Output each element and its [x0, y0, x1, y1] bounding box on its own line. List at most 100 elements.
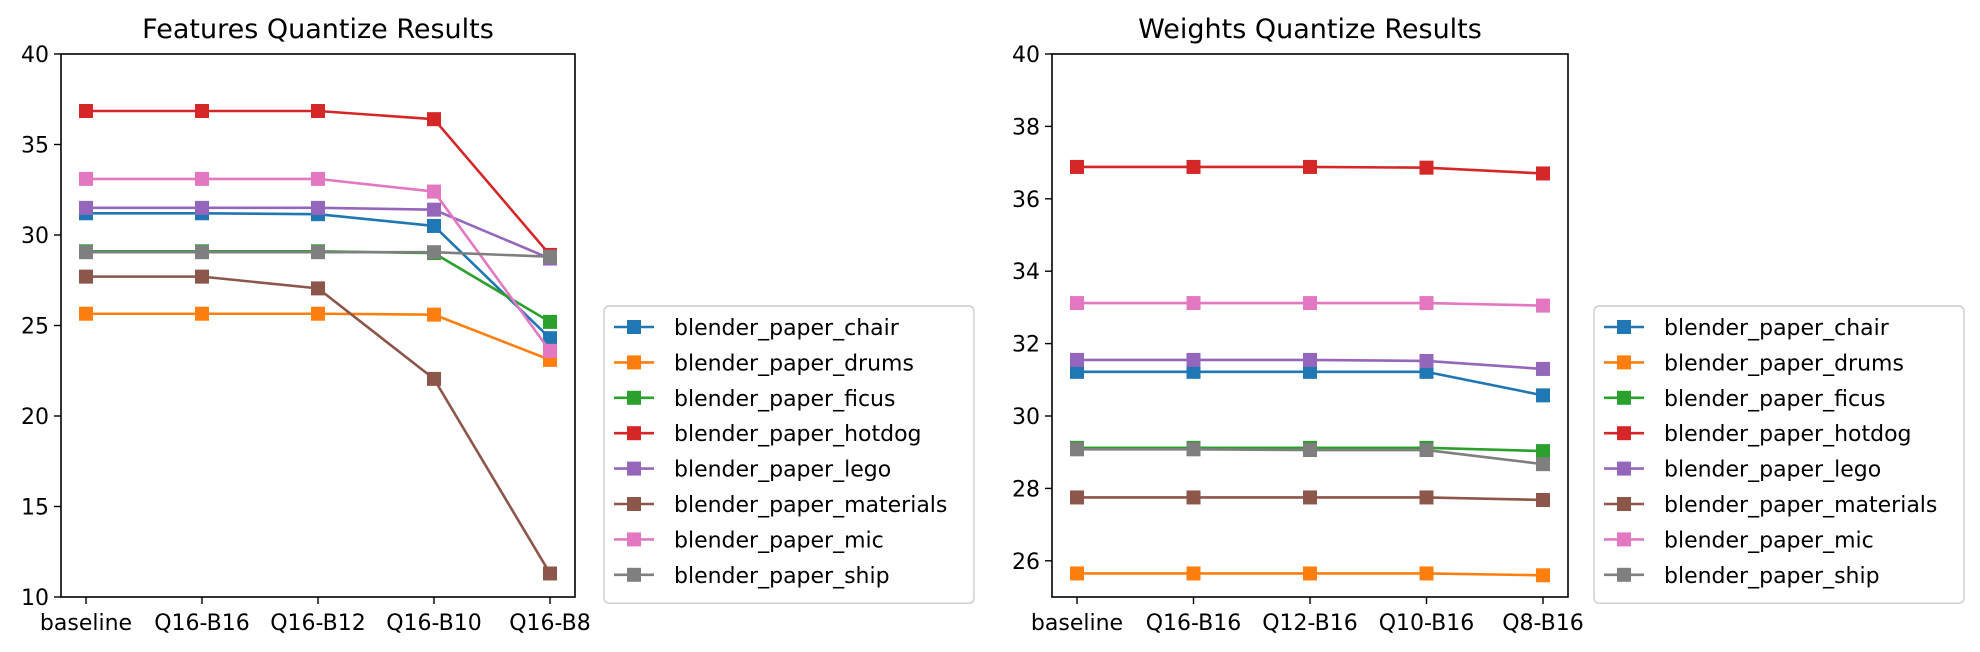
series-blender-paper-lego [1070, 352, 1550, 376]
data-point [1186, 159, 1201, 174]
data-point [543, 343, 557, 358]
series-blender-paper-drums [1070, 566, 1550, 583]
y-tick-label: 26 [1012, 550, 1040, 575]
chart-title: Features Quantize Results [142, 14, 494, 45]
data-point [427, 307, 441, 322]
legend-swatch-marker [627, 532, 641, 547]
series-blender-paper-materials [79, 269, 557, 581]
legend-swatch-marker [627, 497, 641, 511]
data-point [311, 200, 325, 215]
data-point [79, 306, 93, 321]
legend-swatch-marker [627, 390, 641, 405]
data-point [1419, 364, 1434, 379]
y-tick-label: 10 [21, 586, 49, 611]
chart-title: Weights Quantize Results [1138, 14, 1482, 45]
legend: blender_paper_chair blender_paper_drumsbl… [603, 305, 975, 604]
y-tick-label: 30 [1012, 405, 1040, 430]
legend-swatch-marker [627, 355, 641, 370]
data-point [79, 171, 93, 186]
y-tick-label: 20 [21, 405, 49, 430]
data-point [1303, 352, 1317, 367]
legend-swatch-marker [1617, 426, 1631, 441]
y-tick-label: 40 [1012, 43, 1040, 68]
legend-swatch-marker [1617, 355, 1631, 370]
legend-swatch-marker [1617, 567, 1631, 582]
data-point [311, 306, 325, 321]
legend-swatch-marker [627, 426, 641, 441]
y-tick-label: 35 [21, 134, 49, 159]
data-point [195, 306, 209, 321]
data-point [1419, 566, 1434, 581]
legend-label: blender_paper_materials [674, 493, 947, 518]
legend-item-blender-paper-drums: blender_paper_drums [1604, 351, 1904, 376]
x-tick-label: Q16-B10 [386, 611, 482, 636]
features-quantize-panel: Features Quantize Results 10 15 20 25 30 35 40 b… [21, 14, 975, 636]
plot-frame [1051, 53, 1569, 598]
legend-item-blender-paper-materials: blender_paper_materials [614, 493, 947, 518]
series-blender-paper-mic [1070, 296, 1550, 313]
legend-item-blender-paper-chair: blender_paper_chair [1604, 316, 1890, 341]
data-point [1070, 442, 1084, 457]
legend-label: blender_paper_lego [1664, 458, 1881, 483]
data-point [195, 269, 209, 284]
legend-box [603, 305, 975, 604]
series-blender-paper-chair [1070, 364, 1550, 403]
legend-label: blender_paper_drums [674, 351, 914, 376]
data-point [1536, 492, 1550, 507]
data-point [543, 249, 557, 264]
data-point [1186, 566, 1201, 581]
data-point [1419, 296, 1434, 311]
legend-label: blender_paper_hotdog [1664, 422, 1912, 447]
data-point [195, 104, 209, 119]
data-point [1536, 361, 1550, 376]
data-point [1303, 566, 1317, 581]
series-blender-paper-mic [79, 171, 557, 358]
legend-label: blender_paper_ficus [674, 387, 895, 412]
legend-label: blender_paper_ship [674, 564, 890, 589]
legend-item-blender-paper-ship: blender_paper_ship [614, 564, 890, 589]
data-point [1070, 296, 1084, 311]
legend-label: blender_paper_materials [1664, 493, 1937, 518]
data-point [427, 371, 441, 386]
x-tick-label: baseline [40, 611, 132, 636]
data-point [1070, 352, 1084, 367]
plot-frame [60, 53, 576, 598]
y-tick-label: 34 [1012, 260, 1040, 285]
data-point [1186, 364, 1201, 379]
legend-swatch-marker [1617, 390, 1631, 405]
legend-item-blender-paper-ficus: blender_paper_ficus [1604, 387, 1885, 412]
x-tick-label: Q16-B8 [509, 611, 591, 636]
data-point [1419, 160, 1434, 175]
legend-swatch-marker [627, 320, 641, 334]
legend-label: blender_paper_chair [674, 316, 900, 341]
data-point [311, 245, 325, 260]
data-point [1186, 490, 1201, 505]
y-tick-label: 38 [1012, 115, 1040, 140]
x-tick-label: Q16-B16 [1146, 611, 1242, 636]
y-tick-label: 40 [21, 43, 49, 68]
data-point [1303, 159, 1317, 174]
data-point [1419, 490, 1434, 505]
legend-label: blender_paper_lego [674, 458, 891, 483]
legend-box [1593, 305, 1965, 604]
data-point [427, 184, 441, 199]
legend-label: blender_paper_ficus [1664, 387, 1885, 412]
legend-item-blender-paper-mic: blender_paper_mic [614, 528, 884, 553]
legend-label: blender_paper_mic [674, 528, 884, 553]
data-point [427, 112, 441, 127]
data-point [1070, 159, 1084, 174]
data-point [311, 104, 325, 119]
data-point [1303, 364, 1317, 379]
x-tick-label: Q16-B12 [270, 611, 366, 636]
data-point [1070, 490, 1084, 505]
data-point [427, 202, 441, 217]
weights-quantize-panel: Weights Quantize Results 26 28 30 32 34 36 38 40… [1012, 14, 1965, 636]
data-point [79, 200, 93, 215]
y-tick-label: 28 [1012, 477, 1040, 502]
data-point [79, 245, 93, 260]
legend-item-blender-paper-lego: blender_paper_lego [614, 458, 891, 483]
legend-item-blender-paper-materials: blender_paper_materials [1604, 493, 1937, 518]
legend-item-blender-paper-chair: blender_paper_chair [614, 316, 900, 341]
legend-swatch-marker [1617, 320, 1631, 334]
series-blender-paper-hotdog [1070, 159, 1550, 181]
